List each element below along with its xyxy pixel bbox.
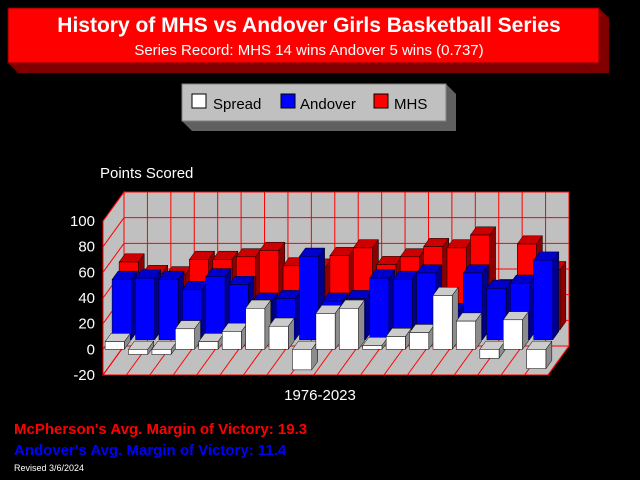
title-banner: History of MHS vs Andover Girls Basketba… bbox=[7, 7, 609, 73]
y-tick-label: -20 bbox=[73, 367, 95, 384]
spread-bar bbox=[362, 345, 383, 350]
grid-line-floor bbox=[102, 345, 125, 376]
andover-bar bbox=[369, 277, 390, 340]
spread-bar bbox=[385, 336, 406, 350]
andover-bar bbox=[486, 288, 507, 340]
andover-bar bbox=[111, 279, 132, 340]
spread-bar bbox=[175, 328, 195, 350]
legend-item-mhs: MHS bbox=[373, 93, 427, 113]
legend: Spread Andover MHS bbox=[181, 83, 456, 131]
grid-line-floor bbox=[430, 345, 453, 376]
andover-bar bbox=[205, 276, 226, 340]
andover-bar-side bbox=[552, 251, 560, 341]
mhs-bar-side bbox=[559, 260, 567, 331]
grid-line-floor bbox=[196, 345, 219, 376]
andover-margin-text: Andover's Avg. Margin of Victory: 11.4 bbox=[14, 442, 287, 459]
spread-bar bbox=[315, 313, 336, 350]
y-tick-label: 20 bbox=[78, 316, 95, 333]
legend-label-spread: Spread bbox=[213, 96, 261, 113]
spread-bar bbox=[503, 319, 523, 350]
andover-bar bbox=[158, 279, 179, 340]
andover-bar bbox=[533, 259, 554, 340]
grid-line-floor bbox=[219, 345, 242, 376]
grid-line-floor bbox=[500, 345, 523, 376]
spread-bar bbox=[268, 325, 289, 350]
series-record: Series Record: MHS 14 wins Andover 5 win… bbox=[134, 42, 483, 59]
grid-line-floor bbox=[453, 345, 476, 376]
y-tick-label: 40 bbox=[78, 290, 95, 307]
grid-line-floor bbox=[243, 345, 265, 376]
legend-item-andover: Andover bbox=[280, 93, 356, 113]
y-tick-label: 100 bbox=[70, 213, 95, 230]
grid-line-floor bbox=[547, 345, 570, 376]
spread-bar bbox=[292, 349, 312, 371]
grid-line-floor bbox=[266, 345, 289, 376]
chart-title: History of MHS vs Andover Girls Basketba… bbox=[57, 14, 560, 37]
revised-date: Revised 3/6/2024 bbox=[14, 463, 85, 473]
spread-bar bbox=[432, 295, 453, 350]
y-tick-label: 60 bbox=[78, 264, 95, 281]
spread-bar bbox=[479, 349, 500, 359]
legend-label-mhs: MHS bbox=[394, 96, 427, 113]
plot-area: 100 80 60 40 20 0 -20 bbox=[70, 190, 570, 384]
y-axis-label: Points Scored bbox=[100, 165, 193, 182]
spread-bar bbox=[526, 349, 547, 369]
grid-line-floor bbox=[407, 345, 429, 376]
spread-bar bbox=[221, 331, 242, 350]
spread-bar bbox=[339, 308, 359, 350]
grid-line-floor bbox=[172, 345, 195, 376]
spread-bar bbox=[104, 341, 125, 350]
legend-swatch-andover bbox=[280, 93, 296, 109]
spread-bar bbox=[456, 320, 476, 350]
andover-bar bbox=[299, 256, 319, 340]
grid-line-side bbox=[102, 191, 125, 222]
legend-swatch-spread bbox=[191, 93, 207, 109]
legend-item-spread: Spread bbox=[191, 93, 261, 113]
grid-line-floor bbox=[336, 345, 359, 376]
grid-line-floor bbox=[313, 345, 336, 376]
spread-bar bbox=[128, 349, 148, 355]
grid-line-side bbox=[102, 243, 125, 273]
mhs-margin-text: McPherson's Avg. Margin of Victory: 19.3 bbox=[14, 421, 308, 438]
legend-label-andover: Andover bbox=[300, 96, 356, 113]
grid-line-side bbox=[102, 217, 125, 247]
spread-bar bbox=[245, 308, 266, 350]
spread-bar bbox=[198, 341, 219, 350]
grid-line-floor bbox=[360, 345, 383, 376]
legend-swatch-mhs bbox=[373, 93, 389, 109]
andover-bar bbox=[135, 277, 155, 340]
y-tick-label: 0 bbox=[87, 341, 95, 358]
spread-bar bbox=[409, 332, 430, 350]
chart: Points Scored 1976-2023 100 80 60 40 20 0 -20 bbox=[70, 165, 570, 404]
x-axis-label: 1976-2023 bbox=[284, 387, 356, 404]
grid-line-floor bbox=[383, 345, 406, 376]
y-tick-label: 80 bbox=[78, 239, 95, 256]
spread-bar bbox=[151, 349, 172, 355]
